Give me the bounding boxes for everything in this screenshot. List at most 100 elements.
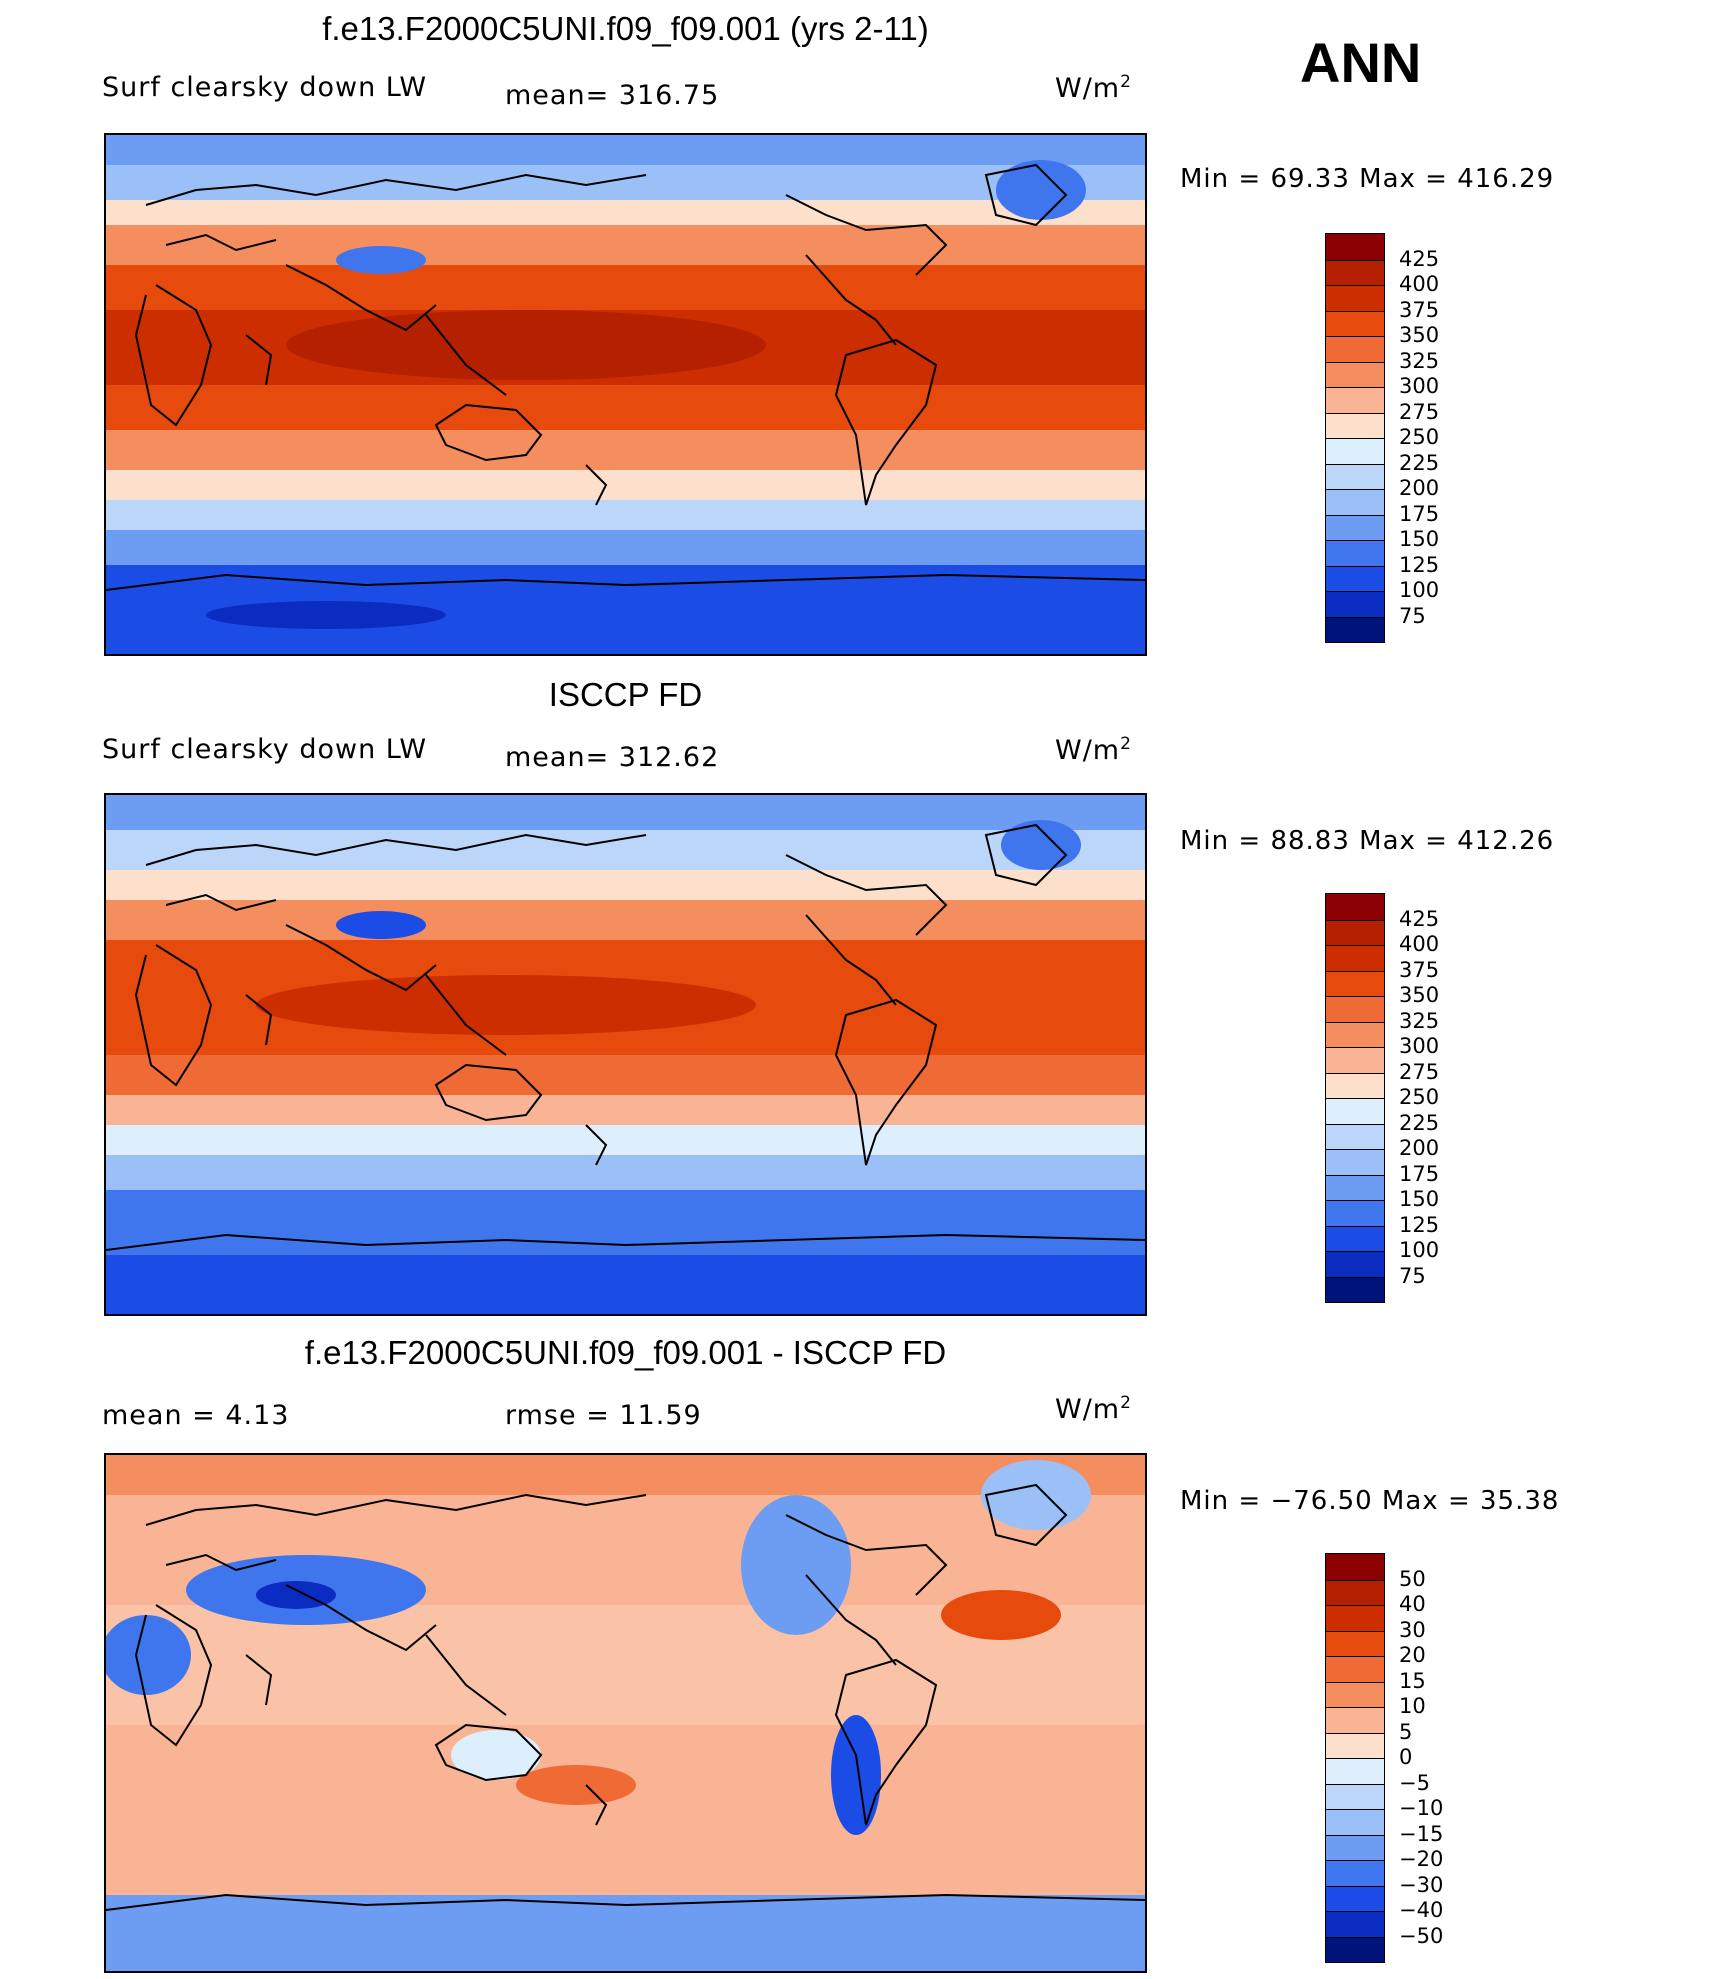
map1-warm-pool [286,310,766,380]
colorbar-1-tick-label: 225 [1399,450,1440,475]
colorbar-1-segment [1326,234,1384,260]
colorbar-2-tick-label: 400 [1399,932,1440,956]
colorbar-3-tick-label: 50 [1399,1566,1426,1591]
colorbar-1-segment [1326,412,1384,438]
colorbar-1-tick-label: 275 [1399,399,1440,424]
map3-south-band [106,1895,1145,1971]
map1-band-3 [106,225,1145,265]
map1-band-2 [106,200,1145,225]
colorbar-2-tick-label: 175 [1399,1161,1440,1186]
colorbar-3-segment [1326,1554,1384,1580]
panel-1-title: f.e13.F2000C5UNI.f09_f09.001 (yrs 2-11) [322,10,929,47]
colorbar-2-segment [1326,1200,1384,1226]
colorbar-1-segment [1326,285,1384,311]
colorbar-3-segment [1326,1630,1384,1656]
map3-atlantic-warm [941,1590,1061,1640]
panel-1-map [104,133,1147,656]
map3-asia-cold-core [256,1581,336,1609]
colorbar-3-tick-label: −20 [1399,1847,1444,1871]
colorbar-1-segment [1326,489,1384,515]
colorbar-3-tick-label: −5 [1399,1770,1430,1795]
map2-band-7 [106,1125,1145,1155]
colorbar-1-segment [1326,591,1384,617]
panel-3-map [104,1453,1147,1973]
map1-band-10 [106,530,1145,565]
colorbar-3-segment [1326,1732,1384,1758]
colorbar-2-segment [1326,1149,1384,1175]
colorbar-3-segment [1326,1758,1384,1784]
season-label: ANN [1300,31,1422,94]
colorbar-2-segment [1326,1072,1384,1098]
colorbar-1-tick-label: 350 [1399,323,1440,347]
colorbar-2-segment [1326,919,1384,945]
colorbar-3-segment [1326,1579,1384,1605]
colorbar-2-segment [1326,1225,1384,1251]
colorbar-1-segment [1326,259,1384,285]
colorbar-1-segment [1326,514,1384,540]
colorbar-1-segment [1326,387,1384,413]
colorbar-3-segment [1326,1936,1384,1962]
colorbar-3-tick-label: −50 [1399,1923,1444,1948]
colorbar-3-tick-label: 10 [1399,1694,1426,1718]
colorbar-2-segment [1326,1174,1384,1200]
colorbar-2-tick-label: 250 [1399,1085,1440,1109]
panel-3-title: f.e13.F2000C5UNI.f09_f09.001 - ISCCP FD [304,1334,947,1371]
colorbar-2-tick-label: 275 [1399,1059,1440,1084]
colorbar-2-segment [1326,1098,1384,1124]
colorbar-1-segment [1326,540,1384,566]
map2-band-3 [106,900,1145,940]
map2-warm-pool [256,975,756,1035]
colorbar-1-tick-label: 425 [1399,246,1440,271]
map1-band-8 [106,470,1145,500]
colorbar-1-tick-label: 150 [1399,527,1440,551]
colorbar-3-tick-label: 20 [1399,1643,1426,1667]
colorbar-2-tick-label: 100 [1399,1238,1440,1262]
colorbar-3-segment [1326,1783,1384,1809]
colorbar-2-segment [1326,1251,1384,1277]
map3-north-band [106,1455,1145,1495]
colorbar-3-tick-label: 0 [1399,1745,1413,1769]
map3-andes-cold [831,1715,881,1835]
colorbar-2-tick-label: 350 [1399,983,1440,1007]
panel-1-colorbar [1325,233,1385,643]
map1-band-1 [106,165,1145,200]
colorbar-1-segment [1326,336,1384,362]
colorbar-3-tick-label: 5 [1399,1719,1413,1744]
panel-3-minmax: Min = −76.50 Max = 35.38 [1180,1486,1560,1516]
panel-3-rmse: rmse = 11.59 [505,1400,702,1431]
colorbar-1-segment [1326,616,1384,642]
map1-band-6 [106,385,1145,430]
panel-2-title: ISCCP FD [548,676,703,713]
colorbar-1-tick-label: 100 [1399,578,1440,602]
map2-antarctic [106,1255,1145,1314]
map2-band-2 [106,870,1145,900]
panel-1-minmax: Min = 69.33 Max = 416.29 [1180,164,1555,194]
colorbar-3-segment [1326,1605,1384,1631]
colorbar-2-segment [1326,1047,1384,1073]
map1-greenland-cold [996,160,1086,220]
colorbar-3-segment [1326,1681,1384,1707]
panel-2-variable: Surf clearsky down LW [102,734,428,765]
map3-africa-cold [106,1615,191,1695]
map2-greenland-cold [1001,820,1081,870]
colorbar-2-segment [1326,996,1384,1022]
colorbar-1-segment [1326,565,1384,591]
panel-2-colorbar [1325,893,1385,1303]
map1-coastlines [106,163,1145,591]
colorbar-1-tick-label: 300 [1399,374,1440,398]
colorbar-3-segment [1326,1860,1384,1886]
colorbar-1-tick-label: 325 [1399,348,1440,373]
panel-1-variable: Surf clearsky down LW [102,72,428,103]
colorbar-2-segment [1326,945,1384,971]
map3-namerica-cold [741,1495,851,1635]
colorbar-2-tick-label: 225 [1399,1110,1440,1135]
map2-band-6 [106,1095,1145,1125]
map2-band-5 [106,1055,1145,1095]
colorbar-1-segment [1326,310,1384,336]
colorbar-3-segment [1326,1911,1384,1937]
colorbar-3-segment [1326,1885,1384,1911]
colorbar-1-tick-label: 400 [1399,272,1440,296]
colorbar-1-tick-label: 175 [1399,501,1440,526]
map3-aus-cold [451,1730,541,1780]
colorbar-2-segment [1326,1123,1384,1149]
